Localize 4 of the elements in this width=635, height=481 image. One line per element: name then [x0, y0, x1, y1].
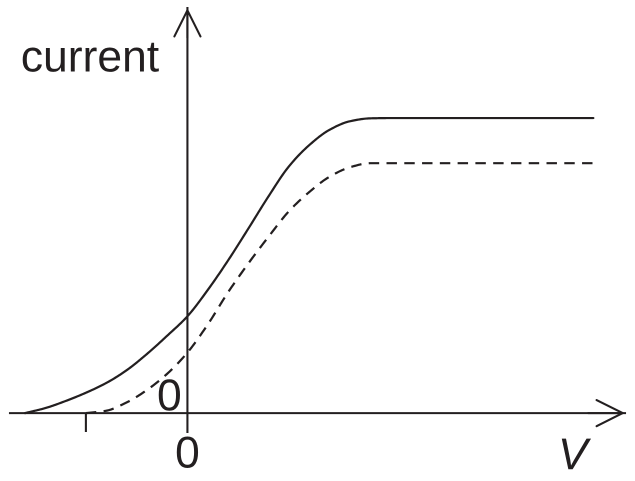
y-axis-title: current	[22, 42, 159, 72]
x-axis-title: V	[562, 438, 592, 470]
text: 0	[176, 436, 198, 468]
annotation: 0	[158, 379, 180, 411]
